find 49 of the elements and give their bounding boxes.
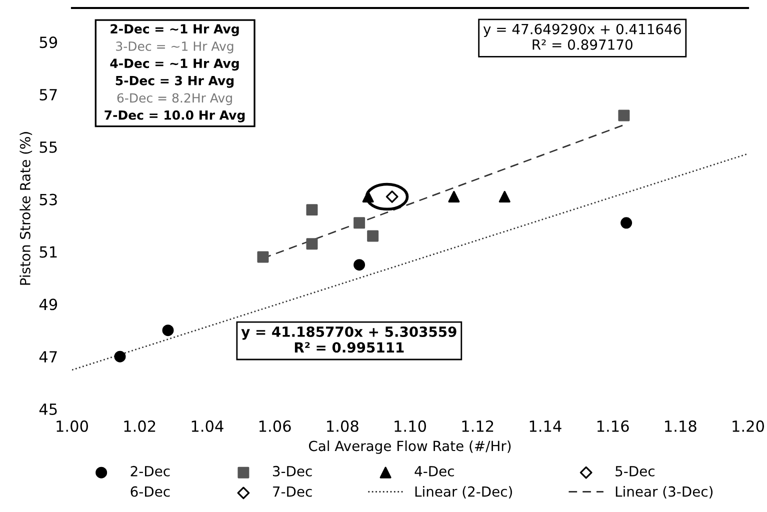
annotation: 6-Dec = 8.2Hr Avg <box>117 93 232 106</box>
x-tick-label: 1.04 <box>192 420 224 432</box>
annotation: 5-Dec = 3 Hr Avg <box>116 76 234 88</box>
x-tick-label: 1.08 <box>327 420 358 432</box>
annotation: 3-Dec = ~1 Hr Avg <box>116 41 234 54</box>
point <box>354 259 366 271</box>
x-tick-label: 1.10 <box>394 420 426 432</box>
x-tick-label: 1.20 <box>732 420 764 432</box>
point <box>306 238 318 250</box>
annotation: 7-Dec = 10.0 Hr Avg <box>104 110 245 122</box>
x-axis-title: Cal Average Flow Rate (#/Hr) <box>308 440 511 454</box>
annotation: 4-Dec = ~1 Hr Avg <box>110 58 239 71</box>
legend-label: Linear (3-Dec) <box>616 486 713 498</box>
legend-label: 3-Dec <box>272 466 312 476</box>
point <box>114 350 126 362</box>
x-tick-label: 1.14 <box>530 420 562 432</box>
x-tick-label: 1.12 <box>462 420 494 432</box>
x-tick-label: 1.06 <box>259 420 291 432</box>
annotation: y = 41.185770x + 5.303559 R² = 0.995111 <box>241 326 456 353</box>
y-tick-label: 57 <box>40 89 57 101</box>
point <box>620 217 632 229</box>
point <box>257 251 269 263</box>
point <box>448 190 460 202</box>
y-tick-label: 45 <box>39 404 57 416</box>
y-axis-title: Piston Stroke Rate (%) <box>20 132 32 285</box>
legend-label: 4-Dec <box>414 466 454 476</box>
point <box>618 110 630 122</box>
y-tick-label: 49 <box>39 298 58 310</box>
legend-label: 2-Dec <box>130 466 170 476</box>
x-tick-label: 1.18 <box>665 420 696 432</box>
legend-label: Linear (2-Dec) <box>415 486 512 498</box>
x-tick-label: 1.00 <box>56 420 88 432</box>
y-tick-label: 53 <box>40 194 57 206</box>
text: 6-Dec <box>130 486 170 497</box>
x-tick-label: 1.16 <box>597 420 629 432</box>
legend-label: 5-Dec <box>616 466 654 476</box>
point <box>354 217 366 229</box>
point <box>367 230 379 242</box>
annotation: y = 47.649290x + 0.411646 R² = 0.897170 <box>483 24 681 50</box>
y-tick-label: 55 <box>40 142 57 153</box>
annotation: 2-Dec = ~1 Hr Avg <box>110 24 239 36</box>
legend-label: 7-Dec <box>273 486 312 497</box>
y-tick-label: 59 <box>40 36 58 48</box>
point <box>306 204 318 216</box>
y-tick-label: 47 <box>39 351 57 362</box>
point <box>498 190 510 202</box>
point <box>162 324 174 336</box>
x-tick-label: 1.02 <box>124 420 156 432</box>
y-tick-label: 51 <box>40 246 57 258</box>
